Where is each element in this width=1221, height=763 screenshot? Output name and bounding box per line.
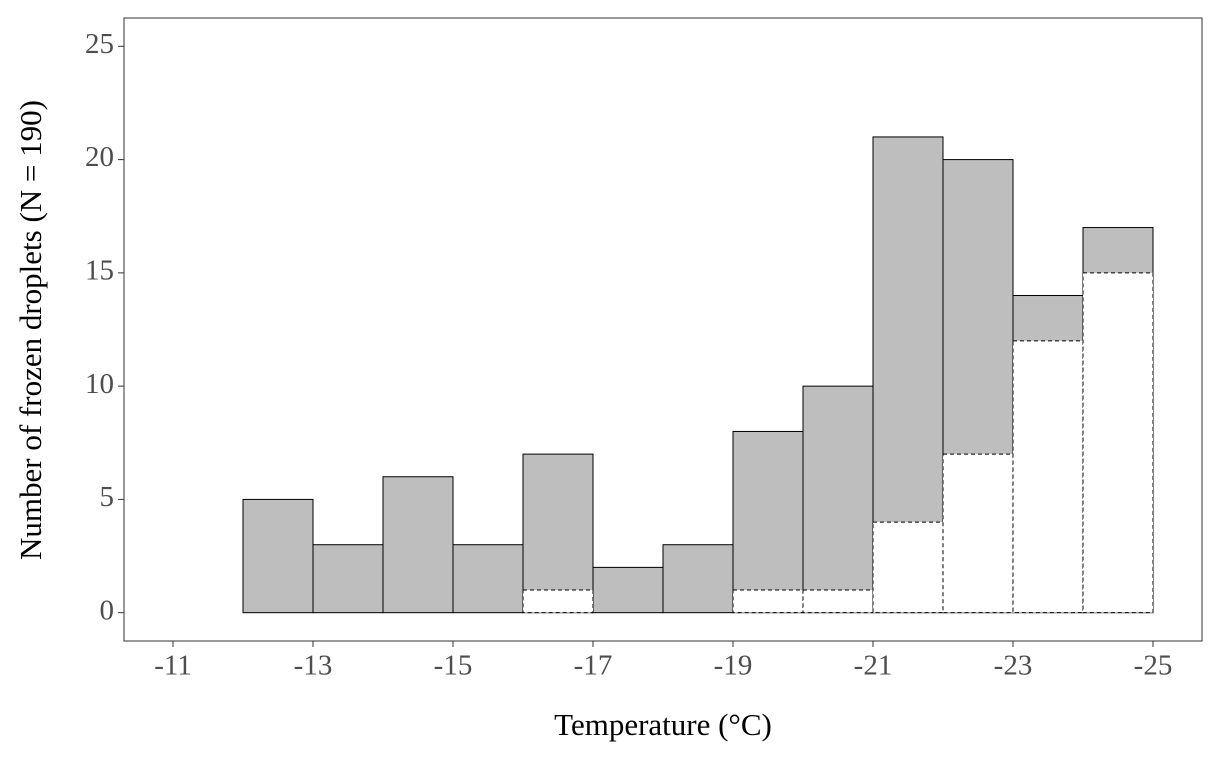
x-axis-title: Temperature (°C) xyxy=(554,707,772,742)
subset-bar xyxy=(942,453,1014,614)
bar xyxy=(242,498,314,614)
x-tick-label: -23 xyxy=(994,650,1033,682)
x-tick-label: -17 xyxy=(574,650,613,682)
bar xyxy=(312,544,384,614)
y-axis-title: Number of frozen droplets (N = 190) xyxy=(13,100,48,560)
y-tick-label: 0 xyxy=(100,594,115,626)
x-tick-label: -11 xyxy=(154,650,192,682)
x-tick-label: -13 xyxy=(294,650,333,682)
x-tick-label: -15 xyxy=(434,650,473,682)
x-tick-label: -19 xyxy=(714,650,753,682)
y-tick-label: 15 xyxy=(85,255,114,287)
subset-bar xyxy=(1012,340,1084,614)
y-tick-label: 25 xyxy=(85,28,114,60)
y-tick-label: 20 xyxy=(85,141,114,173)
bar xyxy=(802,385,874,614)
bar xyxy=(382,476,454,614)
subset-bar xyxy=(732,589,804,614)
x-tick-label: -21 xyxy=(854,650,893,682)
panel-border xyxy=(123,17,1203,642)
bar xyxy=(662,544,734,614)
y-tick-label: 10 xyxy=(85,368,114,400)
x-tick-label: -25 xyxy=(1134,650,1173,682)
subset-bar xyxy=(522,589,594,614)
bar xyxy=(522,453,594,614)
bar xyxy=(732,430,804,614)
subset-bar xyxy=(1082,272,1154,614)
y-tick-label: 5 xyxy=(100,481,115,513)
subset-bar xyxy=(872,521,944,614)
subset-bar xyxy=(802,589,874,614)
bar xyxy=(452,544,524,614)
bar xyxy=(592,566,664,614)
